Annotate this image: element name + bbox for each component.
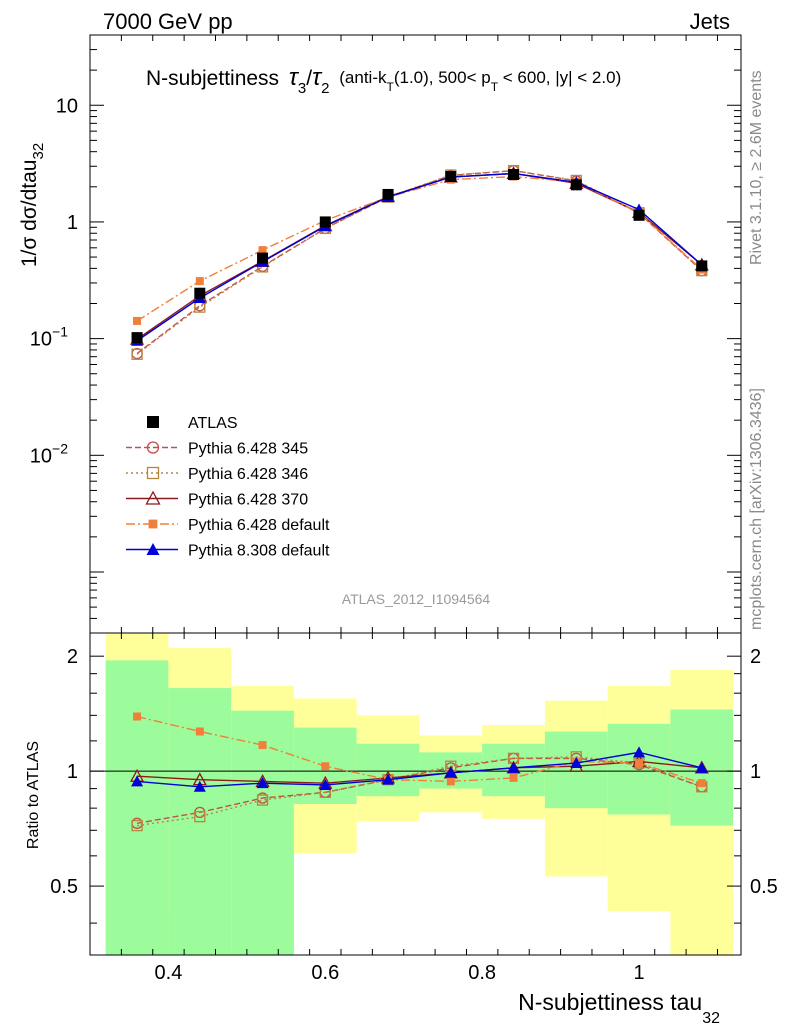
rivet-label: Rivet 3.1.10, ≥ 2.6M events bbox=[748, 70, 765, 265]
legend-marker bbox=[147, 416, 159, 428]
series-ratio-point bbox=[633, 757, 645, 769]
series-line-ratio bbox=[136, 757, 703, 825]
x-tick-label: 1 bbox=[633, 962, 644, 984]
y-tick-label: 10−2 bbox=[30, 440, 68, 467]
ratio-plot-frame bbox=[89, 632, 742, 956]
series-ratio-point bbox=[444, 766, 457, 778]
legend-entry-2: Pythia 6.428 346 bbox=[126, 466, 308, 483]
series-point bbox=[258, 246, 267, 255]
mcplots-label: mcplots.cern.ch [arXiv:1306.3436] bbox=[748, 388, 765, 630]
legend-marker bbox=[146, 543, 160, 555]
x-tick-label: 0.4 bbox=[155, 962, 183, 984]
legend-marker bbox=[146, 441, 160, 454]
ratio-y-tick-label-right: 1 bbox=[750, 761, 761, 783]
series-ratio-point bbox=[697, 779, 706, 788]
legend-label: ATLAS bbox=[188, 415, 238, 432]
inner-band-2 bbox=[231, 710, 294, 955]
data-point bbox=[445, 171, 457, 183]
x-tick-label: 0.8 bbox=[468, 962, 496, 984]
legend-label: Pythia 6.428 370 bbox=[188, 492, 308, 509]
series-line-main bbox=[136, 172, 703, 342]
y-tick-label: 10−1 bbox=[30, 324, 68, 351]
series-ratio-point bbox=[446, 777, 455, 786]
x-axis-label: N-subjettiness tau32 bbox=[518, 989, 720, 1024]
series-ratio-point bbox=[321, 762, 330, 771]
data-series bbox=[131, 168, 708, 344]
y-axis-label: 1/σ dσ/dtau32 bbox=[18, 143, 47, 267]
series-ratio-point bbox=[133, 712, 142, 721]
inner-band-7 bbox=[544, 731, 608, 809]
ratio-y-tick-label-left: 0.5 bbox=[50, 876, 78, 898]
analysis-watermark: ATLAS_2012_I1094564 bbox=[342, 591, 491, 607]
series-ratio-point bbox=[256, 777, 269, 789]
series-point bbox=[133, 316, 142, 325]
header-right: Jets bbox=[690, 9, 730, 34]
legend-entry-1: Pythia 6.428 345 bbox=[126, 441, 308, 458]
series-ratio-point bbox=[131, 819, 143, 832]
series-ratio-point bbox=[695, 761, 708, 773]
inner-band-0 bbox=[105, 660, 169, 955]
series-line-main bbox=[136, 169, 703, 355]
legend: ATLAS Pythia 6.428 345 Pythia 6.428 346 Pyt… bbox=[126, 415, 330, 560]
series-line-ratio bbox=[137, 751, 702, 788]
series-line-ratio bbox=[136, 756, 703, 827]
series-point bbox=[195, 277, 204, 286]
data-point bbox=[319, 216, 331, 228]
data-point bbox=[257, 252, 269, 264]
y-tick-label: 1 bbox=[67, 212, 78, 234]
legend-entry-3: Pythia 6.428 370 bbox=[126, 490, 308, 509]
header-left: 7000 GeV pp bbox=[103, 9, 233, 34]
series-ratio-point bbox=[131, 775, 144, 787]
legend-marker bbox=[145, 490, 161, 505]
series-line-ratio bbox=[137, 760, 702, 784]
series-ratio-point bbox=[382, 773, 395, 785]
series-line-main bbox=[136, 169, 703, 355]
series-line-main bbox=[136, 175, 703, 322]
legend-label: Pythia 8.308 default bbox=[188, 543, 330, 560]
ratio-y-tick-label-left: 1 bbox=[67, 761, 78, 783]
data-point bbox=[570, 179, 582, 191]
series-ratio-point bbox=[507, 761, 520, 773]
series-ratio-point bbox=[635, 759, 644, 768]
ratio-y-tick-label-right: 0.5 bbox=[750, 876, 778, 898]
series-ratio-point bbox=[193, 780, 206, 792]
data-point bbox=[194, 287, 206, 299]
inner-band-4 bbox=[356, 743, 420, 797]
series-ratio-point bbox=[633, 746, 646, 758]
legend-entry-0: ATLAS bbox=[147, 415, 238, 432]
series-point bbox=[131, 348, 143, 360]
series-line-ratio bbox=[136, 715, 702, 784]
data-point bbox=[131, 332, 143, 344]
x-tick-label: 0.6 bbox=[311, 962, 339, 984]
data-point bbox=[696, 260, 708, 272]
series-layer bbox=[129, 164, 709, 832]
series-ratio-point bbox=[194, 810, 206, 823]
legend-entry-5: Pythia 8.308 default bbox=[126, 543, 330, 560]
data-point bbox=[508, 168, 520, 180]
legend-marker bbox=[146, 466, 160, 480]
chart-title: N-subjettiness τ3/τ2 (anti-kT(1.0), 500<… bbox=[146, 64, 621, 98]
series-ratio-point bbox=[570, 757, 583, 769]
legend-marker bbox=[148, 519, 158, 529]
series-ratio-point bbox=[258, 741, 267, 750]
y-tick-label: 10 bbox=[56, 95, 78, 117]
series-ratio-point bbox=[195, 727, 204, 736]
ratio-uncertainty-bands bbox=[105, 633, 734, 955]
ratio-y-axis-label: Ratio to ATLAS bbox=[25, 741, 42, 849]
legend-label: Pythia 6.428 345 bbox=[188, 441, 308, 458]
axes: 0.4 0.6 0.8 1 10 1 10−1 10−2 2 2 1 1 0.5 0.5 bbox=[30, 34, 778, 984]
legend-label: Pythia 6.428 346 bbox=[188, 466, 308, 483]
legend-entry-4: Pythia 6.428 default bbox=[126, 517, 330, 534]
series-ratio-point bbox=[509, 773, 518, 782]
ratio-y-tick-label-left: 2 bbox=[67, 646, 78, 668]
ratio-y-tick-label-right: 2 bbox=[750, 646, 761, 668]
data-point bbox=[382, 188, 394, 200]
series-ratio-point bbox=[256, 794, 269, 806]
series-ratio-point bbox=[319, 778, 332, 790]
series-line-main bbox=[136, 172, 703, 340]
legend-label: Pythia 6.428 default bbox=[188, 517, 330, 534]
data-point bbox=[633, 209, 645, 221]
